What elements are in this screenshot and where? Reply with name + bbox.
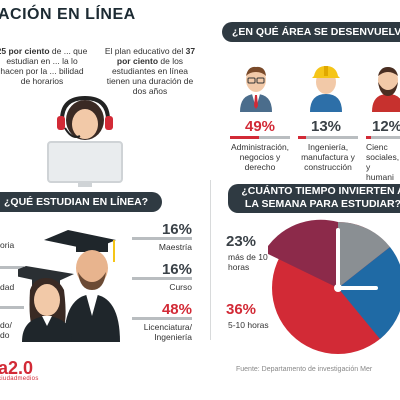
time-pct-0: 23% bbox=[226, 233, 257, 250]
time-pct-1: 36% bbox=[226, 301, 257, 318]
area-bar-fill-1 bbox=[298, 136, 306, 139]
study-title: ¿QUÉ ESTUDIAN EN LÍNEA? bbox=[0, 192, 162, 212]
study-left-label-1: dad bbox=[0, 282, 15, 292]
brand-logo-text: a2.0 bbox=[0, 358, 34, 378]
study-label-2: Licenciatura/ Ingeniería bbox=[143, 322, 192, 342]
time-label-0: más de 10 horas bbox=[228, 252, 268, 272]
study-bar-2 bbox=[132, 317, 192, 320]
area-pct-0: 49% bbox=[244, 118, 276, 135]
area-bar-fill-0 bbox=[230, 136, 260, 139]
intro-right-text: El plan educativo del 37 por ciento de l… bbox=[100, 46, 200, 96]
intro-left-rest: de ... que estudian en ... la lo hacen p… bbox=[0, 46, 88, 86]
intro-right-pre: El plan educativo del bbox=[104, 46, 186, 56]
area-label-1: Ingeniería, manufactura y construcción bbox=[301, 142, 355, 172]
study-pct-1: 16% bbox=[161, 261, 192, 278]
pie-slice-blue bbox=[338, 247, 400, 339]
study-left-label-2: do/ do bbox=[0, 320, 12, 340]
footer-source: Fuente: Departamento de investigación Me… bbox=[236, 366, 373, 373]
brand-logo: a2.0 ciudadmedios bbox=[0, 358, 39, 382]
page-title: ACIÓN EN LÍNEA bbox=[0, 6, 136, 23]
area-pct-1: 13% bbox=[310, 118, 342, 135]
area-bar-fill-2 bbox=[366, 136, 371, 139]
area-pct-2: 12% bbox=[372, 118, 400, 135]
graduates-icon bbox=[18, 230, 120, 342]
section-divider bbox=[210, 180, 211, 340]
pie-slice-gray bbox=[338, 221, 390, 288]
study-left-bar-1 bbox=[0, 306, 24, 309]
intro-right-highlight: 37 por ciento bbox=[116, 46, 196, 66]
time-title: ¿CUÁNTO TIEMPO INVIERTEN A LA SEMANA PAR… bbox=[228, 184, 400, 213]
study-left-label-0: oria bbox=[0, 240, 15, 250]
time-label-1: 5-10 horas bbox=[228, 320, 269, 330]
intro-left-text: 25 por ciento de ... que estudian en ...… bbox=[0, 46, 88, 86]
area-bar-0 bbox=[230, 136, 290, 139]
study-pct-0: 16% bbox=[161, 221, 192, 238]
student-computer-icon bbox=[47, 95, 123, 187]
areas-title: ¿EN QUÉ ÁREA SE DESENVUELVEN bbox=[222, 22, 400, 42]
area-label-2: Cienc sociales, y humani bbox=[366, 142, 400, 182]
area-bar-1 bbox=[298, 136, 358, 139]
study-bar-0 bbox=[132, 237, 192, 240]
intro-right-rest: de los estudiantes en línea tienen una d… bbox=[106, 56, 194, 96]
brand-logo-sub: ciudadmedios bbox=[0, 376, 39, 382]
study-label-0: Maestría bbox=[158, 242, 192, 252]
engineer-icon bbox=[310, 66, 342, 112]
study-label-1: Curso bbox=[169, 282, 192, 292]
study-pct-2: 48% bbox=[161, 301, 192, 318]
study-bar-1 bbox=[132, 277, 192, 280]
study-left-bar-0 bbox=[0, 266, 24, 269]
time-pie-chart bbox=[268, 219, 400, 354]
area-label-0: Administración, negocios y derecho bbox=[230, 142, 290, 172]
pie-slice-purple bbox=[268, 219, 338, 288]
bearded-man-icon bbox=[372, 67, 400, 112]
area-bar-2 bbox=[366, 136, 400, 139]
intro-left-highlight: 25 por ciento bbox=[0, 46, 50, 56]
businessman-icon bbox=[240, 66, 272, 112]
